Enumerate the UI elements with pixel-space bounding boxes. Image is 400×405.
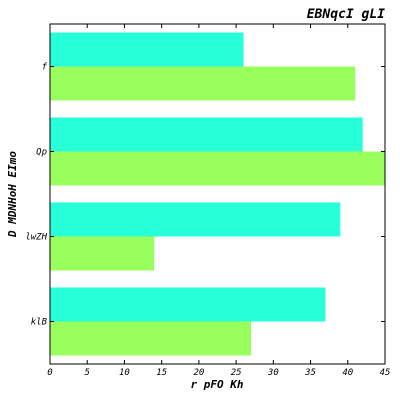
y-axis-label: D MDNHoH EImo [6,151,19,238]
plot-frame [49,23,386,365]
x-axis-label: r pFO Kh [191,378,244,391]
x-tick-label: 10 [119,368,130,378]
bars-layer [50,32,385,356]
bar-klB-series-1 [50,287,326,322]
chart-title: EBNqcI gLI [307,7,385,22]
x-tick-label: 30 [267,368,279,378]
ticks-layer: 0 5 10 15 20 25 30 35 40 45 f Qp lwZH klB [25,24,390,378]
bar-f-series-1 [50,32,244,67]
x-tick-label: 45 [380,368,391,378]
x-tick-label: 25 [231,368,242,378]
x-tick-label: 5 [85,368,90,378]
bar-lwZH-series-2 [50,236,155,271]
y-tick-label: f [42,63,48,73]
x-tick-label: 35 [304,368,316,378]
x-tick-label: 15 [156,368,167,378]
bar-Qp-series-1 [50,117,363,152]
x-tick-label: 20 [193,368,204,378]
y-tick-label: lwZH [25,233,47,243]
y-tick-label: Qp [36,148,47,158]
y-tick-label: klB [31,318,48,328]
bar-f-series-2 [50,66,356,101]
bar-Qp-series-2 [50,151,385,186]
x-tick-label: 0 [47,368,52,378]
x-tick-label: 40 [342,368,353,378]
bar-lwZH-series-1 [50,202,341,237]
bar-klB-series-2 [50,321,251,356]
